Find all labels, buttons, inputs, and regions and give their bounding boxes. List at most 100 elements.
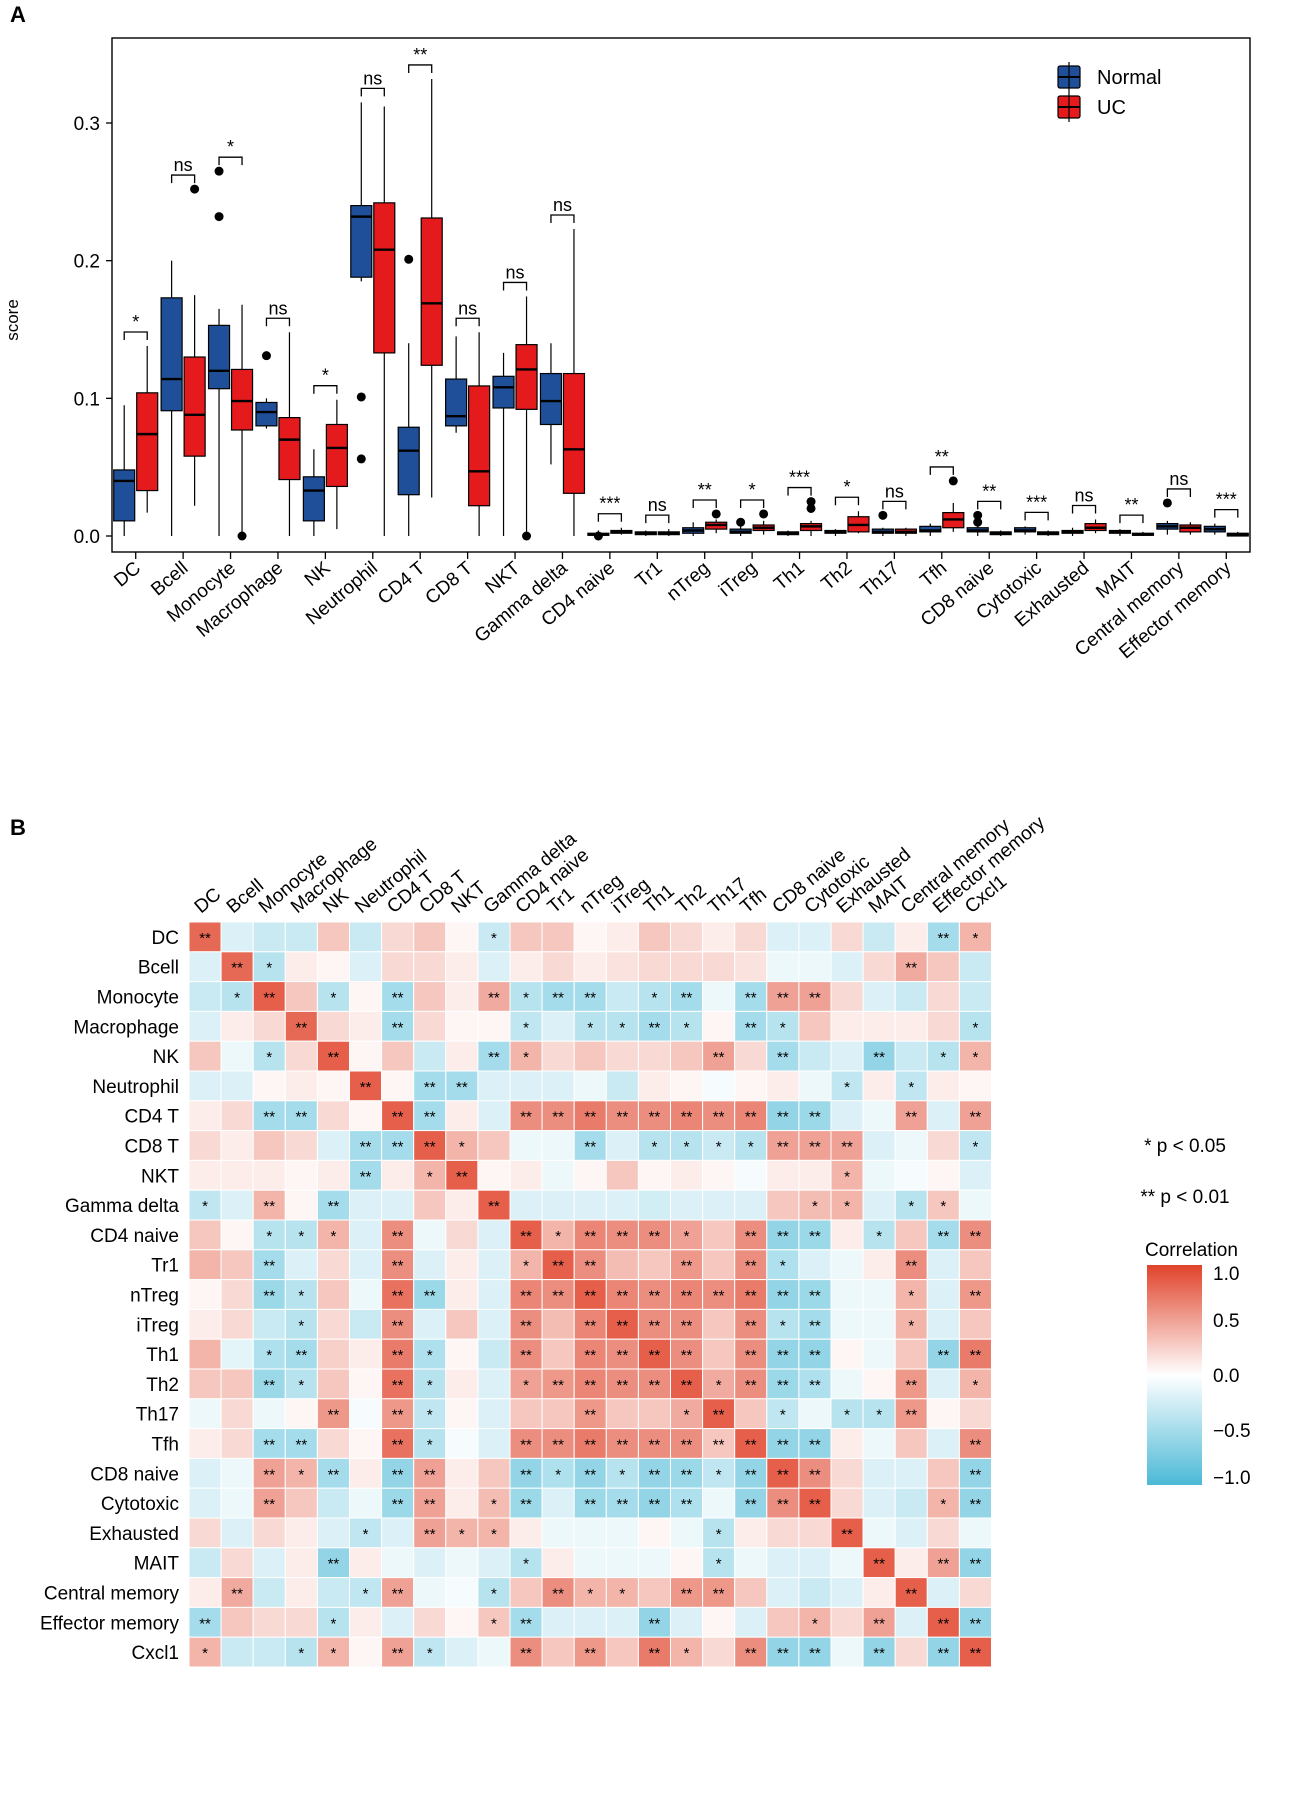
- outlier-point: [806, 497, 816, 507]
- cell-significance: **: [617, 1377, 629, 1394]
- heatmap-cell: [477, 1398, 511, 1430]
- cell-significance: *: [684, 1645, 690, 1662]
- heatmap-cells: [188, 921, 993, 1668]
- cell-significance: *: [298, 1466, 304, 1483]
- cell-significance: **: [777, 1288, 789, 1305]
- heatmap-cell: [509, 1577, 543, 1608]
- heatmap-cell: [766, 1070, 800, 1102]
- cell-significance: **: [681, 1377, 693, 1394]
- heatmap-cell: [830, 1577, 864, 1608]
- row-label: Neutrophil: [92, 1077, 179, 1098]
- cell-significance: *: [940, 1198, 946, 1215]
- cell-significance: **: [360, 1168, 372, 1185]
- heatmap-cell: [220, 1636, 254, 1668]
- heatmap-cell: [958, 1279, 993, 1310]
- cell-significance: *: [684, 1228, 690, 1245]
- cell-significance: **: [681, 1317, 693, 1334]
- heatmap-cell: [702, 1398, 736, 1430]
- cell-significance: *: [844, 1168, 850, 1185]
- heatmap-cell: [445, 1189, 479, 1221]
- row-label: MAIT: [134, 1554, 180, 1575]
- heatmap-cell: [188, 1457, 222, 1489]
- heatmap-cell: [926, 981, 960, 1012]
- heatmap-cell: [830, 1636, 864, 1668]
- heatmap-cell: [798, 921, 832, 953]
- heatmap-cell: [573, 1368, 607, 1400]
- cell-significance: **: [263, 990, 275, 1007]
- heatmap-cell: [637, 1517, 672, 1549]
- heatmap-cell: [220, 1010, 254, 1042]
- heatmap-cell: [637, 1249, 672, 1281]
- heatmap-cell: [381, 1398, 415, 1430]
- heatmap-cell: [188, 921, 222, 953]
- outlier-point: [190, 184, 200, 194]
- heatmap-cell: [477, 981, 511, 1012]
- heatmap-cell: [670, 1070, 704, 1102]
- heatmap-cell: [573, 1249, 607, 1281]
- cell-significance: **: [970, 1228, 982, 1245]
- heatmap-cell: [316, 1487, 350, 1519]
- cell-significance: **: [873, 1556, 885, 1573]
- heatmap-cell: [509, 1308, 543, 1340]
- colorbar-tick-label: 0.0: [1213, 1366, 1239, 1387]
- heatmap-cell: [220, 1070, 254, 1102]
- heatmap-cell: [413, 1308, 447, 1340]
- heatmap-cell: [766, 1219, 800, 1251]
- heatmap-cell: [284, 1487, 318, 1519]
- significance-label: **: [935, 447, 949, 467]
- heatmap-cell: [862, 1159, 896, 1191]
- heatmap-cell: [862, 1279, 896, 1310]
- cell-significance: **: [199, 930, 211, 947]
- cell-significance: **: [777, 1377, 789, 1394]
- heatmap-cell: [573, 1130, 607, 1161]
- heatmap-cell: [252, 1338, 286, 1370]
- cell-significance: *: [973, 930, 979, 947]
- heatmap-cell: [188, 1308, 222, 1340]
- heatmap-cell: [445, 1457, 479, 1489]
- heatmap-cell: [445, 1368, 479, 1400]
- cell-significance: **: [745, 990, 757, 1007]
- heatmap-cell: [252, 1040, 286, 1072]
- heatmap-cell: [349, 1279, 383, 1310]
- cell-significance: *: [812, 1615, 818, 1632]
- heatmap-cell: [284, 1070, 318, 1102]
- significance-bracket: [834, 496, 860, 506]
- heatmap-cell: [477, 1010, 511, 1042]
- cell-significance: **: [263, 1377, 275, 1394]
- heatmap-cell: [220, 951, 254, 983]
- heatmap-cell: [413, 1577, 447, 1608]
- heatmap-cell: [862, 1070, 896, 1102]
- heatmap-cell: [862, 1189, 896, 1221]
- cell-significance: **: [649, 1228, 661, 1245]
- heatmap-cell: [541, 1070, 575, 1102]
- cell-significance: *: [973, 1139, 979, 1156]
- heatmap-cell: [702, 1308, 736, 1340]
- cell-significance: **: [745, 1317, 757, 1334]
- cell-significance: **: [328, 1556, 340, 1573]
- cell-significance: **: [584, 1317, 596, 1334]
- cell-significance: **: [970, 1437, 982, 1454]
- heatmap-cell: [381, 981, 415, 1012]
- cell-significance: **: [617, 1288, 629, 1305]
- cell-significance: **: [841, 1139, 853, 1156]
- heatmap-cell: [894, 1517, 928, 1549]
- heatmap-cell: [509, 1487, 543, 1519]
- heatmap-cell: [958, 1517, 993, 1549]
- box-normal: [445, 378, 468, 427]
- cell-significance: **: [649, 1288, 661, 1305]
- heatmap-cell: [381, 1189, 415, 1221]
- heatmap-cell: [573, 1308, 607, 1340]
- heatmap-cell: [734, 981, 768, 1012]
- cell-significance: *: [427, 1645, 433, 1662]
- significance-bracket: [1071, 504, 1097, 514]
- outlier-point: [261, 351, 271, 361]
- outlier-point: [404, 254, 414, 264]
- significance-bracket: [123, 331, 148, 341]
- heatmap-cell: [605, 1219, 639, 1251]
- heatmap-cell: [926, 1457, 960, 1489]
- box-uc: [230, 368, 254, 431]
- heatmap-cell: [637, 921, 672, 953]
- cell-significance: **: [263, 1437, 275, 1454]
- heatmap-cell: [188, 1100, 222, 1132]
